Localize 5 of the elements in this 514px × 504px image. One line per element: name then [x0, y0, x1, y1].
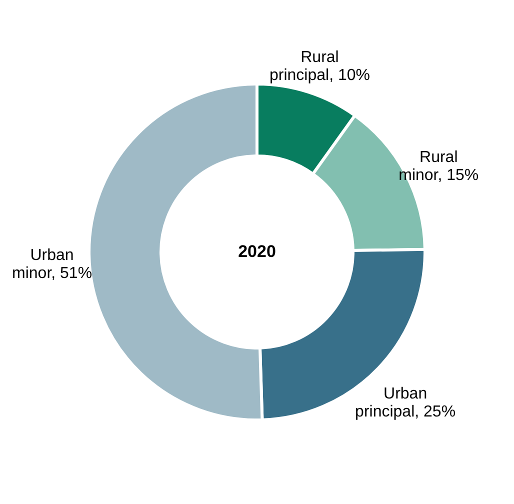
slice-label: Urban principal, 25%	[355, 386, 456, 421]
text: 2020	[238, 242, 276, 261]
slice-label: Rural principal, 10%	[269, 48, 370, 84]
slice-label: Urban minor, 51%	[12, 247, 92, 282]
slice-label: Rural minor, 15%	[398, 148, 479, 184]
